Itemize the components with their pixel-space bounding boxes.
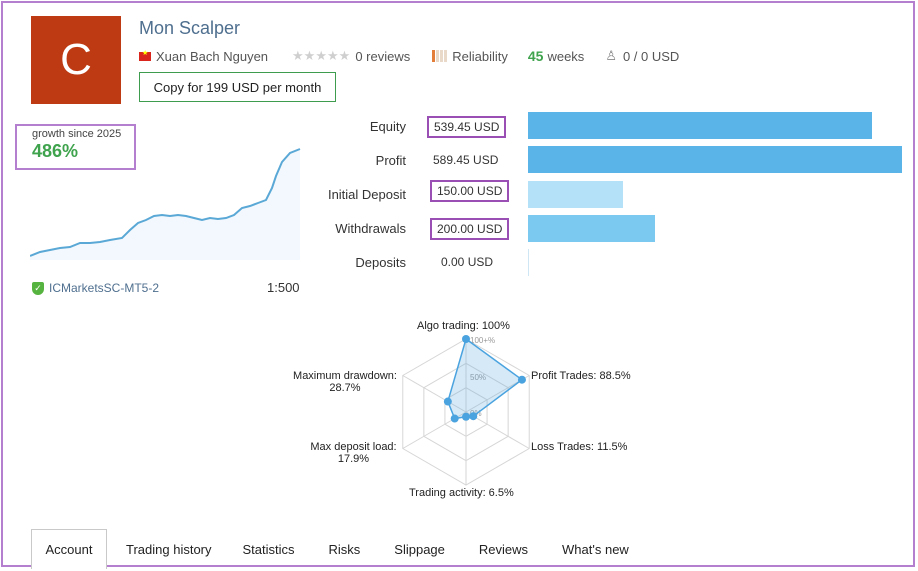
subscribers-icon: ♙ <box>605 48 617 63</box>
reviews-count[interactable]: 0 reviews <box>355 48 411 64</box>
stat-label-profit: Profit <box>375 153 406 168</box>
tab-reviews[interactable]: Reviews <box>478 541 529 557</box>
tab-bar: Account Trading history Statistics Risks… <box>31 529 629 569</box>
radar-label-deposit-load-title: Max deposit load: <box>310 441 397 453</box>
stat-bar-initial-deposit <box>528 181 623 208</box>
weeks-label: weeks <box>547 48 585 64</box>
radar-label-drawdown: Maximum drawdown: 28.7% <box>288 370 402 394</box>
tab-whats-new[interactable]: What's new <box>562 541 629 557</box>
radar-point-algo[interactable] <box>462 335 470 343</box>
radar-label-loss-trades: Loss Trades: 11.5% <box>531 441 628 453</box>
avatar: C <box>31 16 121 104</box>
stat-bar-deposits <box>528 249 529 276</box>
radar-label-profit-trades: Profit Trades: 88.5% <box>531 370 631 382</box>
signal-title[interactable]: Mon Scalper <box>139 18 241 38</box>
leverage: 1:500 <box>267 280 300 295</box>
stat-bar-equity <box>528 112 872 139</box>
growth-value: 486% <box>32 141 79 161</box>
radar-scale-max: 100+% <box>470 336 495 345</box>
stat-value-withdrawals: 200.00 USD <box>430 218 510 240</box>
tab-statistics[interactable]: Statistics <box>242 541 295 557</box>
radar-label-drawdown-value: 28.7% <box>329 382 361 394</box>
stat-bar-profit <box>528 146 902 173</box>
vietnam-flag-icon <box>139 49 151 61</box>
radar-label-trading-activity: Trading activity: 6.5% <box>409 487 514 499</box>
broker-server[interactable]: ✓ ICMarketsSC-MT5-2 <box>32 281 159 295</box>
radar-label-deposit-load: Max deposit load: 17.9% <box>306 441 401 465</box>
stat-label-withdrawals: Withdrawals <box>335 221 406 236</box>
author-name[interactable]: Xuan Bach Nguyen <box>156 48 269 64</box>
radar-point-loss-trades[interactable] <box>469 412 478 421</box>
signal-meta: Xuan Bach Nguyen ★★★★★ 0 reviews Reliabi… <box>139 48 679 64</box>
radar-label-drawdown-title: Maximum drawdown: <box>293 370 397 382</box>
radar-series <box>443 335 526 423</box>
radar-point-trading-activity[interactable] <box>462 412 470 421</box>
tab-risks[interactable]: Risks <box>328 541 361 557</box>
verified-shield-icon: ✓ <box>32 281 44 295</box>
reliability-icon <box>432 50 448 62</box>
stat-value-profit: 589.45 USD <box>433 153 499 167</box>
growth-box: growth since 2025 486% <box>15 124 136 170</box>
growth-sparkline <box>30 148 301 260</box>
radar-point-deposit-load[interactable] <box>450 414 459 423</box>
stat-value-equity: 539.45 USD <box>427 116 507 138</box>
tab-trading-history[interactable]: Trading history <box>126 541 212 557</box>
stat-label-initial-deposit: Initial Deposit <box>327 187 406 202</box>
stat-label-equity: Equity <box>369 119 406 134</box>
radar-point-drawdown[interactable] <box>443 397 452 406</box>
radar-label-deposit-load-value: 17.9% <box>337 453 370 465</box>
broker-server-name[interactable]: ICMarketsSC-MT5-2 <box>49 281 160 295</box>
radar-chart: 100+% 50% 0% <box>402 335 530 486</box>
radar-point-profit-trades[interactable] <box>517 375 526 384</box>
stat-label-deposits: Deposits <box>355 255 406 270</box>
reliability-label: Reliability <box>452 48 508 64</box>
radar-series-area <box>447 337 524 420</box>
stat-value-initial-deposit: 150.00 USD <box>430 180 510 202</box>
radar-scale-mid: 50% <box>470 373 486 382</box>
tab-account[interactable]: Account <box>31 529 107 569</box>
tab-slippage[interactable]: Slippage <box>394 541 445 557</box>
copy-subscribe-button[interactable]: Copy for 199 USD per month <box>139 72 336 102</box>
rating-stars-icon: ★★★★★ <box>292 48 351 63</box>
weeks-count: 45 <box>527 48 544 64</box>
stat-value-deposits: 0.00 USD <box>441 255 494 269</box>
stat-bar-withdrawals <box>528 215 655 242</box>
growth-label: growth since 2025 <box>32 128 122 140</box>
radar-label-algo: Algo trading: 100% <box>417 320 510 332</box>
subscribers-value: 0 / 0 USD <box>622 48 680 64</box>
radar-grid-spoke <box>402 375 467 413</box>
